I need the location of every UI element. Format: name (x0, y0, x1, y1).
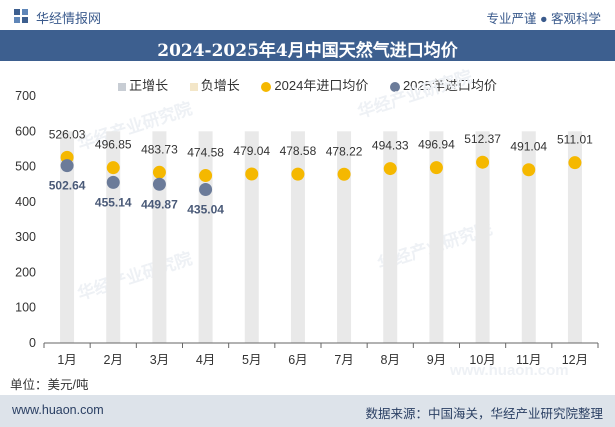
background-bar (567, 131, 582, 343)
legend-label: 正增长 (129, 78, 169, 93)
logo-icon (14, 9, 28, 23)
watermark-text: www.huaon.com (449, 362, 569, 379)
watermark-text: 华经产业研究院 (75, 248, 194, 304)
background-bar (244, 131, 259, 343)
footer-site: www.huaon.com (12, 403, 104, 417)
y-tick-label: 500 (15, 160, 36, 174)
data-point-2024 (522, 163, 536, 177)
background-bar (521, 131, 536, 343)
y-tick-label: 0 (29, 336, 36, 350)
data-point-2024 (199, 169, 213, 183)
legend-swatch (189, 82, 198, 91)
legend-swatch (118, 82, 127, 91)
data-point-2024 (245, 167, 259, 181)
title-bar: 2024-2025年4月中国天然气进口均价 (0, 30, 615, 61)
legend-item-positive: 正增长 (118, 75, 168, 94)
data-label-2024: 474.58 (187, 146, 224, 160)
x-tick-label: 1月 (57, 353, 76, 367)
data-label-2024: 483.73 (141, 142, 178, 156)
data-label-2024: 511.01 (557, 133, 593, 147)
y-tick-label: 100 (15, 301, 36, 315)
data-point-2024 (568, 156, 582, 170)
y-tick-label: 300 (15, 230, 36, 244)
x-tick-label: 5月 (242, 353, 261, 367)
data-label-2024: 491.04 (510, 140, 547, 154)
legend-swatch (261, 81, 272, 92)
legend-label: 负增长 (200, 78, 240, 93)
data-label-2024: 496.94 (418, 138, 455, 152)
x-tick-label: 3月 (150, 353, 169, 367)
data-point-2025 (199, 182, 213, 196)
data-label-2024: 512.37 (464, 132, 501, 146)
background-bar (152, 131, 167, 343)
data-label-2024: 496.85 (95, 138, 132, 152)
x-tick-label: 11月 (516, 353, 541, 367)
x-tick-label: 12月 (562, 353, 588, 367)
x-tick-label: 6月 (288, 353, 307, 367)
background-bar (475, 131, 490, 343)
x-tick-label: 7月 (334, 353, 353, 367)
footer-bar: www.huaon.com 数据来源：中国海关，华经产业研究院整理 (0, 395, 615, 427)
legend-item-2024: 2024年进口均价 (261, 75, 368, 94)
x-tick-label: 10月 (469, 353, 495, 367)
background-bar (429, 131, 444, 343)
legend-swatch (389, 81, 400, 92)
background-bar (337, 131, 352, 343)
x-tick-label: 9月 (427, 353, 446, 367)
x-tick-label: 8月 (381, 353, 400, 367)
x-tick-label: 2月 (104, 353, 123, 367)
footer-source: 数据来源：中国海关，华经产业研究院整理 (365, 407, 603, 421)
chart-legend: 正增长 负增长 2024年进口均价 2025年进口均价 (0, 75, 615, 95)
data-point-2024 (476, 155, 490, 169)
data-label-2025: 455.14 (95, 195, 132, 209)
data-label-2024: 479.04 (233, 144, 270, 158)
data-label-2024: 478.22 (326, 144, 363, 158)
unit-label: 单位：美元/吨 (10, 378, 89, 392)
brand-name: 华经情报网 (36, 11, 102, 26)
y-tick-label: 200 (15, 265, 36, 279)
data-point-2024 (152, 165, 166, 179)
data-label-2024: 494.33 (372, 139, 409, 153)
data-label-2025: 502.64 (49, 179, 86, 193)
data-point-2024 (106, 161, 120, 175)
data-label-2024: 526.03 (49, 127, 86, 141)
watermark-text: 华经产业研究院 (355, 66, 474, 122)
legend-item-2025: 2025年进口均价 (389, 75, 497, 94)
background-bar (60, 131, 75, 343)
x-tick-label: 4月 (196, 353, 215, 367)
background-bar (383, 131, 398, 343)
legend-item-negative: 负增长 (189, 75, 240, 94)
y-tick-label: 400 (15, 195, 36, 209)
data-label-2025: 435.04 (187, 202, 224, 216)
data-point-2025 (60, 159, 74, 173)
chart-title: 2024-2025年4月中国天然气进口均价 (157, 41, 458, 61)
data-point-2025 (106, 175, 120, 189)
data-label-2024: 478.58 (280, 144, 317, 158)
legend-label: 2024年进口均价 (274, 78, 369, 93)
background-bar (198, 131, 213, 343)
top-bar: 华经情报网 专业严谨 ● 客观科学 (0, 0, 615, 30)
background-bar (290, 131, 305, 343)
data-point-2024 (291, 167, 305, 181)
chart-canvas: 华经产业研究院华经产业研究院华经产业研究院华经产业研究院www.huaon.co… (15, 66, 599, 379)
y-tick-label: 700 (15, 89, 36, 103)
data-point-2025 (152, 177, 166, 191)
y-tick-label: 600 (15, 124, 36, 138)
data-point-2024 (383, 162, 397, 176)
data-point-2024 (337, 167, 351, 181)
data-point-2024 (429, 161, 443, 175)
tagline: 专业严谨 ● 客观科学 (486, 12, 602, 26)
data-label-2025: 449.87 (141, 197, 178, 211)
legend-label: 2025年进口均价 (402, 78, 497, 93)
